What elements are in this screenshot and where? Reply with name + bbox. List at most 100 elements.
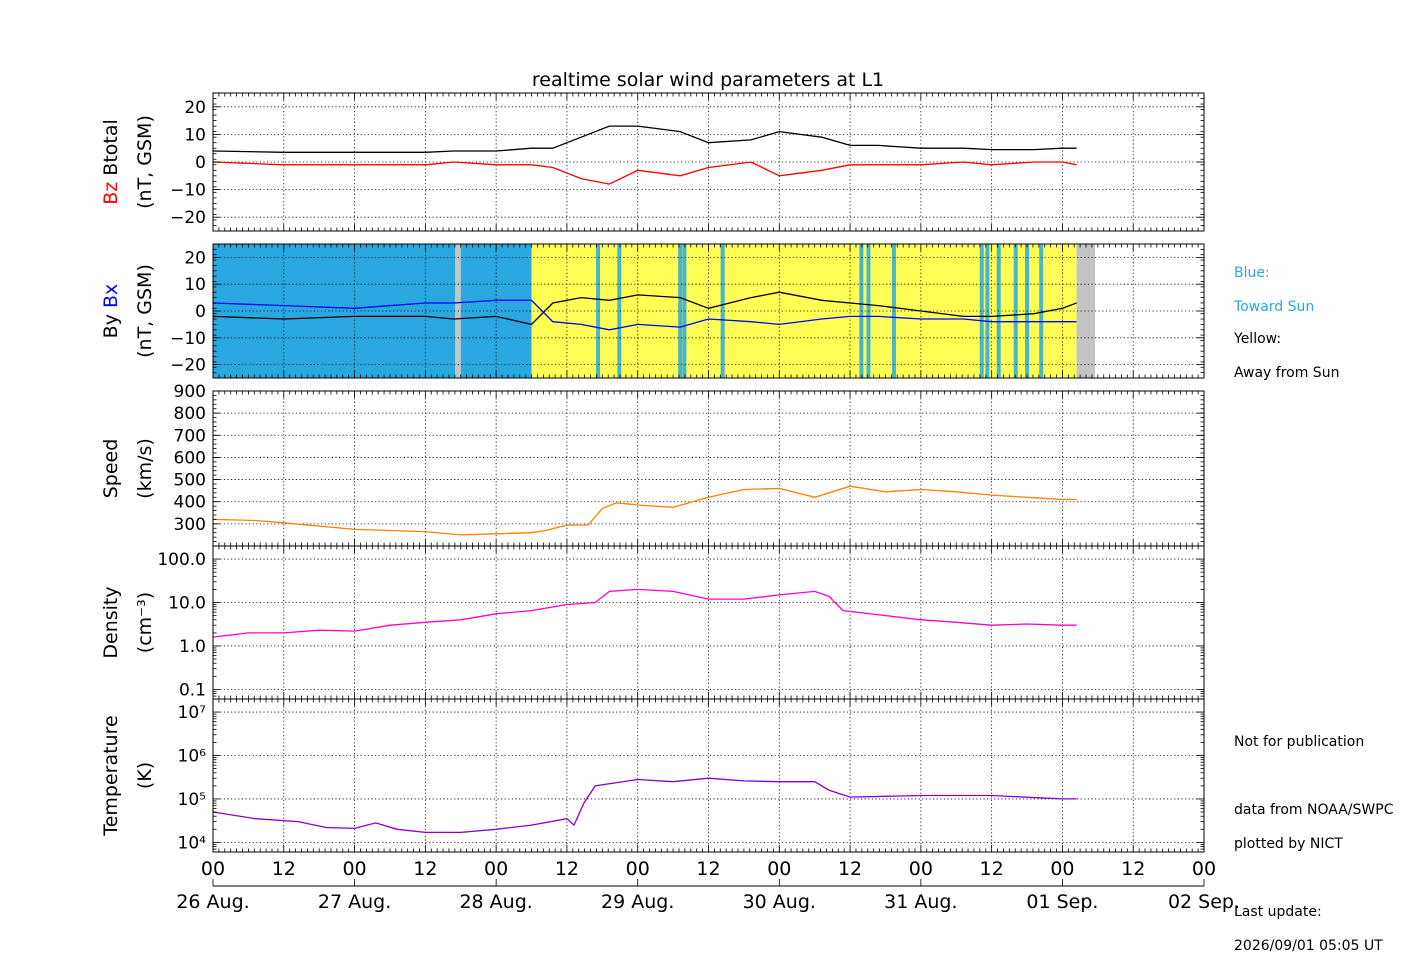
yticks-bxby xyxy=(213,243,1204,379)
hour-tick-label: 12 xyxy=(838,858,862,880)
series-bz xyxy=(213,161,1077,185)
x-axis: 00 12 00 12 00 12 00 12 00 12 00 12 00 12 00 26 Aug. 27 … xyxy=(176,858,1240,913)
hour-tick-label: 00 xyxy=(909,858,933,880)
date-tick-label: 26 Aug. xyxy=(176,891,249,913)
hour-tick-label: 00 xyxy=(342,858,366,880)
date-tick-label: 01 Sep. xyxy=(1026,891,1098,913)
hour-tick-label: 12 xyxy=(555,858,579,880)
hour-tick-label: 12 xyxy=(696,858,720,880)
y-tick-label: 10⁷ xyxy=(178,703,207,723)
xticks-speed xyxy=(212,391,1205,546)
xticks-bxby xyxy=(212,244,1205,378)
note-publication: Not for publication xyxy=(1234,734,1365,750)
hour-tick-label: 00 xyxy=(201,858,225,880)
y-tick-label: 20 xyxy=(184,98,206,118)
y-axis-unit-density: (cm⁻³) xyxy=(134,592,156,653)
y-tick-label: 600 xyxy=(174,448,206,468)
solar-wind-chart: realtime solar wind parameters at L1 −20… xyxy=(100,69,1240,913)
y-tick-label: 800 xyxy=(174,404,206,424)
xticks-temperature xyxy=(212,699,1205,852)
y-tick-label: 700 xyxy=(174,426,206,446)
y-axis-label-density: Density xyxy=(100,586,122,658)
grid-density xyxy=(213,546,1204,699)
y-tick-label: −10 xyxy=(170,181,206,201)
y-tick-label: 0.1 xyxy=(179,680,206,700)
y-tick-label: 400 xyxy=(174,493,206,513)
series-bx xyxy=(213,299,1077,331)
y-tick-label: 10 xyxy=(184,275,206,295)
yticks-density xyxy=(213,558,1204,697)
y-tick-label: 500 xyxy=(174,471,206,491)
y-tick-label: 10⁵ xyxy=(178,790,206,810)
panel-density: 0.1 1.0 10.0 100.0 Density (cm⁻³) xyxy=(100,545,1205,700)
date-tick-label: 28 Aug. xyxy=(459,891,532,913)
legend-blue-title: Blue: xyxy=(1234,265,1270,281)
imf-toward-stripe xyxy=(617,244,622,378)
y-tick-label: −10 xyxy=(170,329,206,349)
y-axis-label-bxby: By Bx xyxy=(100,284,122,339)
y-tick-label: 10⁴ xyxy=(178,833,207,853)
legend-yellow-title: Yellow: xyxy=(1234,331,1282,347)
hour-tick-label: 00 xyxy=(1192,858,1216,880)
y-tick-label: 10 xyxy=(184,125,206,145)
date-tick-label: 27 Aug. xyxy=(318,891,391,913)
note-update-label: Last update: xyxy=(1234,904,1322,920)
hour-tick-label: 12 xyxy=(413,858,437,880)
date-tick-label: 02 Sep. xyxy=(1168,891,1240,913)
note-plotted: plotted by NICT xyxy=(1234,836,1343,852)
y-axis-unit-bxby: (nT, GSM) xyxy=(134,264,156,358)
y-axis-unit-btotal: (nT, GSM) xyxy=(134,115,156,209)
xticks-density xyxy=(212,546,1205,699)
y-axis-label-speed: Speed xyxy=(100,439,122,499)
y-tick-label: 900 xyxy=(174,382,206,402)
panel-temperature: 10⁴ 10⁵ 10⁶ 10⁷ Temperature (K) xyxy=(100,698,1205,853)
grid-speed xyxy=(213,391,1204,546)
frame-speed xyxy=(212,390,1205,547)
y-tick-label: 300 xyxy=(174,515,206,535)
imf-toward-stripe xyxy=(720,244,725,378)
xticks-btotal xyxy=(212,93,1205,231)
hour-tick-label: 00 xyxy=(1050,858,1074,880)
series-temperature xyxy=(213,777,1077,834)
imf-sector-blue xyxy=(460,244,532,378)
imf-toward-stripe xyxy=(596,244,601,378)
panel-bxby: −20 −10 0 10 20 By Bx (nT, GSM) xyxy=(100,243,1205,379)
note-update-time: 2026/09/01 05:05 UT xyxy=(1234,938,1383,954)
y-axis-label-btotal: Bz Btotal xyxy=(100,119,122,205)
date-tick-label: 30 Aug. xyxy=(743,891,816,913)
imf-toward-stripe xyxy=(682,244,687,378)
imf-toward-stripe xyxy=(979,244,984,378)
hour-tick-label: 12 xyxy=(1121,858,1145,880)
hour-tick-label: 12 xyxy=(980,858,1004,880)
y-axis-label-part: Bz xyxy=(100,182,122,205)
y-axis-label-part: By xyxy=(100,314,122,338)
yticks-btotal xyxy=(213,92,1204,232)
legend-yellow-text: Away from Sun xyxy=(1234,365,1340,381)
series-density xyxy=(213,588,1077,638)
chart-title: realtime solar wind parameters at L1 xyxy=(532,69,884,91)
hour-tick-label: 00 xyxy=(484,858,508,880)
note-source: data from NOAA/SWPC xyxy=(1234,802,1394,818)
y-axis-label-part: Btotal xyxy=(100,119,122,175)
y-tick-label: 100.0 xyxy=(157,550,206,570)
series-btotal xyxy=(213,125,1077,153)
y-tick-label: −20 xyxy=(170,356,206,376)
panel-btotal: −20 −10 0 10 20 Bz Btotal (nT, GSM) xyxy=(100,92,1205,232)
y-tick-label: 0 xyxy=(195,302,206,322)
y-axis-label-temperature: Temperature xyxy=(100,715,122,836)
date-tick-label: 31 Aug. xyxy=(884,891,957,913)
hour-tick-label: 12 xyxy=(272,858,296,880)
y-tick-label: 0 xyxy=(195,153,206,173)
y-tick-label: −20 xyxy=(170,208,206,228)
legend-blue-text: Toward Sun xyxy=(1234,299,1315,315)
series-speed xyxy=(213,485,1077,536)
y-tick-label: 1.0 xyxy=(179,637,206,657)
y-tick-label: 10.0 xyxy=(168,594,206,614)
date-tick-label: 29 Aug. xyxy=(601,891,674,913)
hour-tick-label: 00 xyxy=(767,858,791,880)
hour-tick-label: 00 xyxy=(626,858,650,880)
legend-blue: Blue: Toward Sun xyxy=(1234,248,1314,333)
yticks-temperature xyxy=(213,711,1204,850)
grid-bxby xyxy=(213,244,1204,378)
